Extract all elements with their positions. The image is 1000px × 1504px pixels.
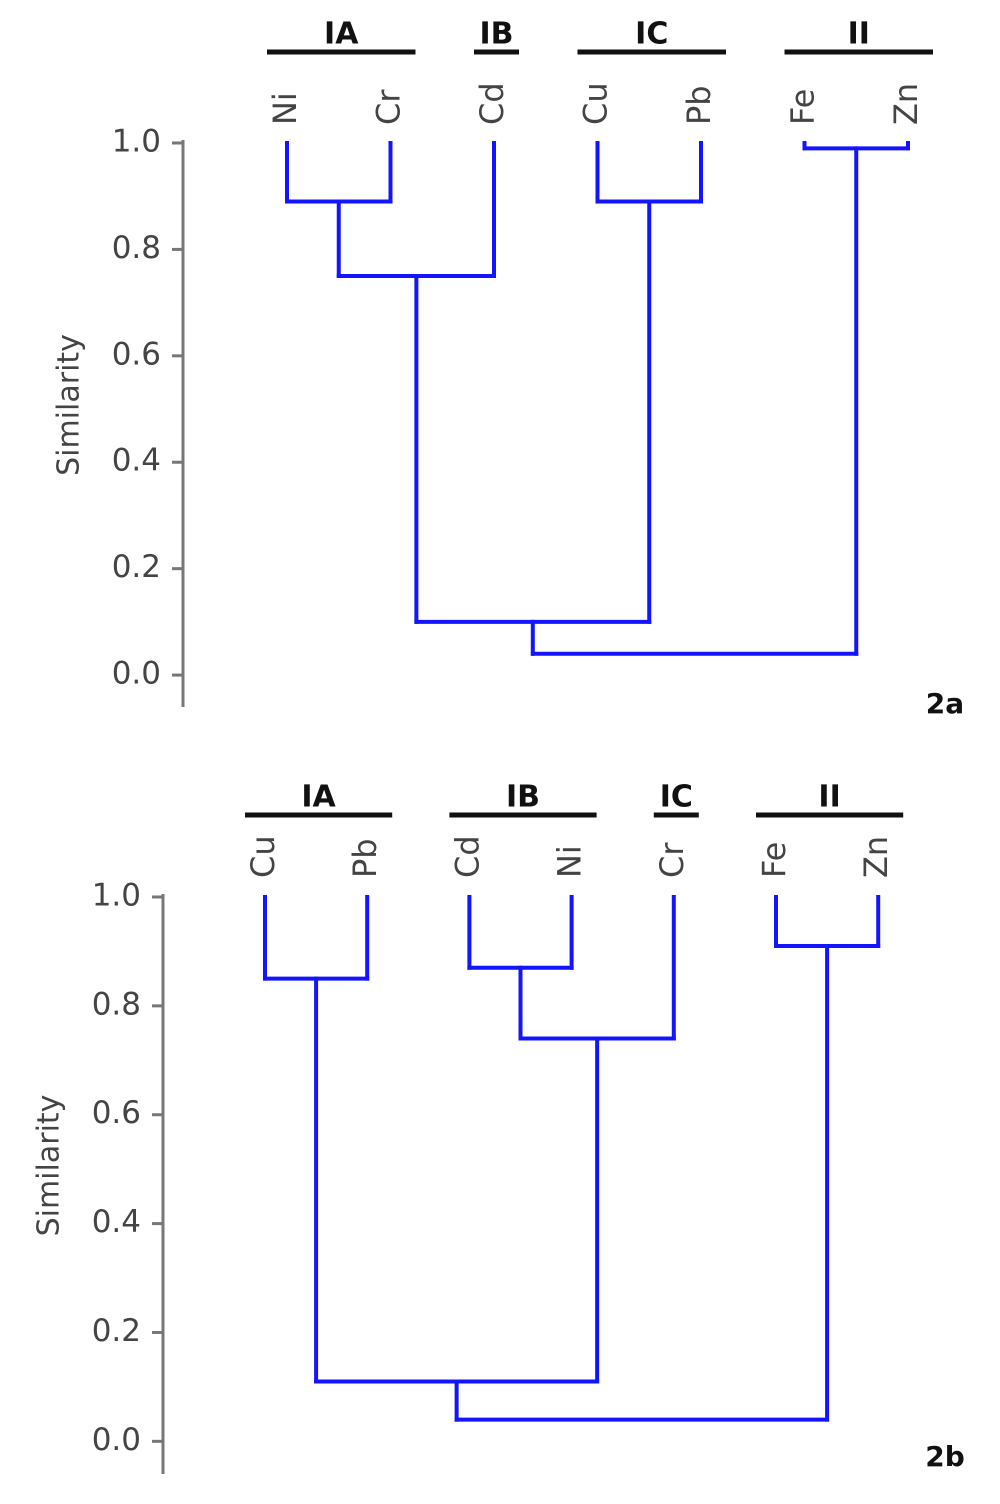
y-tick-label: 0.0 [112, 656, 161, 692]
leaf-label: Zn [857, 836, 895, 878]
group-label: II [848, 17, 870, 52]
y-tick-label: 0.0 [92, 1422, 141, 1458]
group-label: IA [301, 780, 336, 815]
group-label: IC [660, 780, 693, 815]
y-tick-label: 0.8 [92, 986, 141, 1022]
y-tick-label: 1.0 [92, 878, 141, 914]
leaf-label: Fe [784, 89, 822, 125]
y-tick-label: 0.8 [112, 230, 161, 266]
leaf-label: Ni [551, 845, 589, 878]
y-tick-label: 0.6 [92, 1095, 141, 1131]
y-tick-label: 0.4 [92, 1204, 141, 1240]
group-label: IC [635, 17, 668, 52]
leaf-label: Cu [577, 82, 615, 125]
leaf-label: Cr [370, 89, 408, 125]
y-tick-label: 0.6 [112, 336, 161, 372]
leaf-label: Cd [473, 82, 511, 125]
leaf-label: Ni [266, 92, 304, 125]
leaf-label: Pb [680, 85, 718, 125]
y-tick-label: 0.2 [112, 549, 161, 585]
group-label: IB [479, 17, 513, 52]
y-axis-label: Similarity [32, 1095, 67, 1237]
leaf-label: Zn [887, 83, 925, 125]
panel-label: 2b [925, 1440, 965, 1473]
leaf-label: Cr [653, 842, 691, 878]
leaf-label: Cd [448, 835, 486, 878]
group-label: II [818, 780, 840, 815]
leaf-label: Pb [346, 838, 384, 878]
y-tick-label: 1.0 [112, 124, 161, 160]
panel-label: 2a [926, 687, 964, 720]
leaf-label: Cu [244, 835, 282, 878]
y-tick-label: 0.2 [92, 1313, 141, 1349]
leaf-label: Fe [755, 842, 793, 878]
y-tick-label: 0.4 [112, 443, 161, 479]
y-axis-label: Similarity [52, 334, 87, 476]
group-label: IB [506, 780, 540, 815]
group-label: IA [324, 17, 359, 52]
